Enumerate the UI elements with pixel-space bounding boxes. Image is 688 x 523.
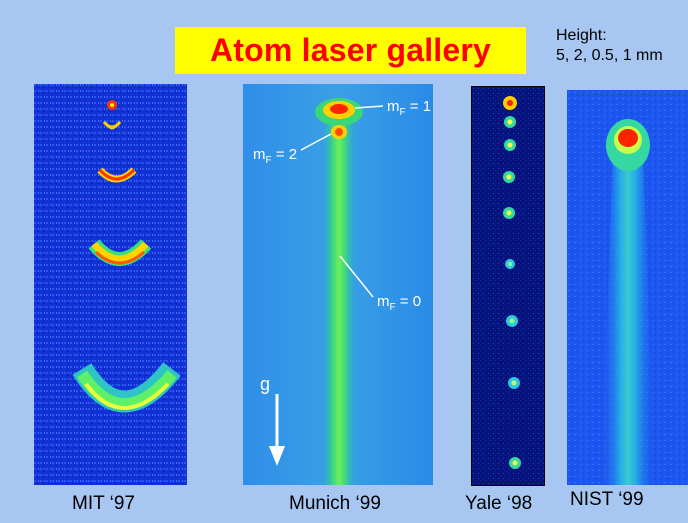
mit-image-svg [34, 84, 187, 485]
mf1-label: mF = 1 [387, 98, 432, 118]
munich-image-svg [243, 84, 433, 485]
gravity-label: g [260, 374, 271, 394]
caption-mit: MIT ‘97 [72, 493, 136, 514]
yale-image-svg [472, 87, 544, 485]
caption-munich: Munich ‘99 [289, 493, 381, 514]
height-values: 5, 2, 0.5, 1 mm [556, 47, 663, 64]
mf0-label: mF = 0 [377, 293, 422, 313]
mf2-label: mF = 2 [253, 146, 298, 166]
mit-image [34, 84, 187, 485]
caption-yale: Yale ‘98 [465, 493, 533, 514]
height-label: Height: [556, 27, 607, 44]
nist-image-svg [567, 90, 688, 485]
slide-title: Atom laser gallery [209, 32, 492, 68]
title-box: Atom laser gallery [175, 27, 526, 74]
caption-nist: NIST ‘99 [570, 489, 644, 510]
height-note: Height: 5, 2, 0.5, 1 mm [556, 26, 663, 66]
munich-image: mF = 1 mF = 2 mF = 0 g [243, 84, 433, 485]
nist-image [567, 90, 688, 485]
yale-image [471, 86, 545, 486]
